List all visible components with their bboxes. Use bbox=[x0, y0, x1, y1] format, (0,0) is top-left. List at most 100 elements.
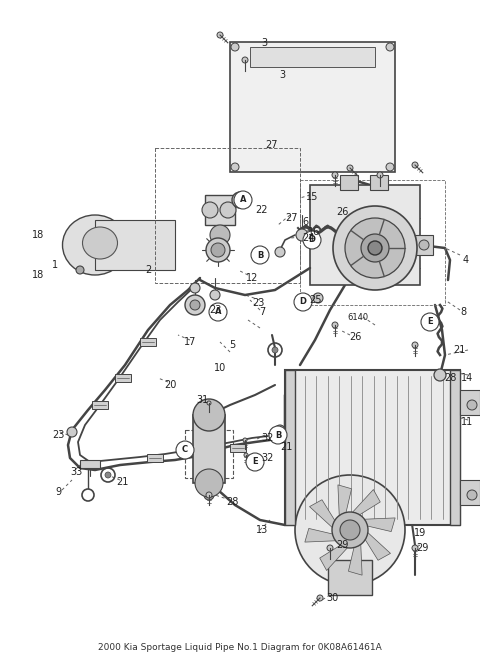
Text: 11: 11 bbox=[461, 417, 473, 427]
Text: 29: 29 bbox=[416, 543, 428, 553]
Circle shape bbox=[345, 218, 405, 278]
Text: D: D bbox=[309, 236, 315, 245]
Bar bbox=[140, 338, 156, 346]
Circle shape bbox=[232, 192, 248, 208]
Circle shape bbox=[332, 322, 338, 328]
Text: 15: 15 bbox=[306, 192, 318, 202]
Text: 19: 19 bbox=[414, 528, 426, 538]
Circle shape bbox=[361, 234, 389, 262]
Text: 21: 21 bbox=[116, 477, 128, 487]
Text: 31: 31 bbox=[196, 395, 208, 405]
Circle shape bbox=[234, 191, 252, 209]
Circle shape bbox=[217, 32, 223, 38]
Circle shape bbox=[231, 43, 239, 51]
Circle shape bbox=[95, 235, 111, 251]
Circle shape bbox=[207, 401, 211, 405]
Text: 8: 8 bbox=[460, 307, 466, 317]
Bar bbox=[230, 42, 395, 172]
Text: 5: 5 bbox=[229, 340, 235, 350]
Circle shape bbox=[421, 313, 439, 331]
Text: 13: 13 bbox=[256, 525, 268, 535]
Text: 20: 20 bbox=[164, 380, 176, 390]
Circle shape bbox=[210, 225, 230, 245]
Bar bbox=[193, 415, 225, 483]
Text: 9: 9 bbox=[55, 487, 61, 497]
Text: 30: 30 bbox=[326, 593, 338, 603]
Bar bbox=[115, 374, 131, 382]
Ellipse shape bbox=[83, 227, 118, 259]
Circle shape bbox=[185, 295, 205, 315]
Text: 28: 28 bbox=[226, 497, 238, 507]
Circle shape bbox=[211, 243, 225, 257]
Polygon shape bbox=[320, 541, 350, 571]
Text: 23: 23 bbox=[52, 430, 64, 440]
Circle shape bbox=[327, 545, 333, 551]
Polygon shape bbox=[361, 530, 391, 560]
Text: 18: 18 bbox=[32, 270, 44, 280]
Circle shape bbox=[206, 492, 212, 498]
Bar bbox=[450, 370, 460, 525]
Text: 21: 21 bbox=[280, 442, 292, 452]
Circle shape bbox=[303, 231, 321, 249]
Circle shape bbox=[332, 172, 338, 178]
Circle shape bbox=[206, 238, 230, 262]
Circle shape bbox=[467, 400, 477, 410]
Text: 27: 27 bbox=[286, 213, 298, 223]
Bar bbox=[80, 460, 100, 468]
Circle shape bbox=[195, 469, 223, 497]
Circle shape bbox=[412, 545, 418, 551]
Circle shape bbox=[317, 595, 323, 601]
Circle shape bbox=[275, 425, 285, 435]
Text: 14: 14 bbox=[461, 373, 473, 383]
Circle shape bbox=[272, 347, 278, 353]
Bar bbox=[340, 175, 358, 190]
Circle shape bbox=[231, 163, 239, 171]
Circle shape bbox=[434, 369, 446, 381]
Circle shape bbox=[236, 196, 244, 204]
Bar bbox=[460, 390, 480, 415]
Circle shape bbox=[294, 293, 312, 311]
Text: 23: 23 bbox=[252, 298, 264, 308]
Text: 27: 27 bbox=[266, 140, 278, 150]
Circle shape bbox=[419, 240, 429, 250]
Text: 25: 25 bbox=[309, 295, 321, 305]
Circle shape bbox=[209, 303, 227, 321]
Text: 2000 Kia Sportage Liquid Pipe No.1 Diagram for 0K08A61461A: 2000 Kia Sportage Liquid Pipe No.1 Diagr… bbox=[98, 644, 382, 653]
Text: 32: 32 bbox=[262, 433, 274, 443]
Polygon shape bbox=[310, 500, 338, 530]
Bar bbox=[285, 370, 460, 525]
Circle shape bbox=[296, 229, 308, 241]
Polygon shape bbox=[348, 541, 362, 575]
Bar bbox=[92, 401, 108, 409]
Bar bbox=[155, 148, 300, 283]
Text: 33: 33 bbox=[70, 467, 82, 477]
Circle shape bbox=[251, 246, 269, 264]
Bar bbox=[95, 220, 175, 270]
Text: 3: 3 bbox=[279, 70, 285, 80]
Bar bbox=[185, 430, 233, 478]
Circle shape bbox=[412, 342, 418, 348]
Circle shape bbox=[190, 300, 200, 310]
Circle shape bbox=[105, 472, 111, 478]
Bar bbox=[250, 47, 375, 67]
Text: 17: 17 bbox=[184, 337, 196, 347]
Text: 24: 24 bbox=[302, 233, 314, 243]
Text: C: C bbox=[182, 445, 188, 455]
Polygon shape bbox=[338, 485, 351, 520]
Text: 28: 28 bbox=[444, 373, 456, 383]
Circle shape bbox=[269, 426, 287, 444]
Circle shape bbox=[244, 453, 248, 457]
Text: E: E bbox=[252, 457, 258, 466]
Text: E: E bbox=[427, 318, 433, 327]
Text: 22: 22 bbox=[256, 205, 268, 215]
Circle shape bbox=[246, 453, 264, 471]
Text: D: D bbox=[300, 298, 307, 306]
Bar bbox=[415, 235, 433, 255]
Bar bbox=[205, 195, 235, 225]
Text: 6: 6 bbox=[302, 217, 308, 227]
Text: 2: 2 bbox=[145, 265, 151, 275]
Text: B: B bbox=[275, 430, 281, 440]
Text: 26: 26 bbox=[336, 207, 348, 217]
Circle shape bbox=[347, 165, 353, 171]
Circle shape bbox=[340, 520, 360, 540]
